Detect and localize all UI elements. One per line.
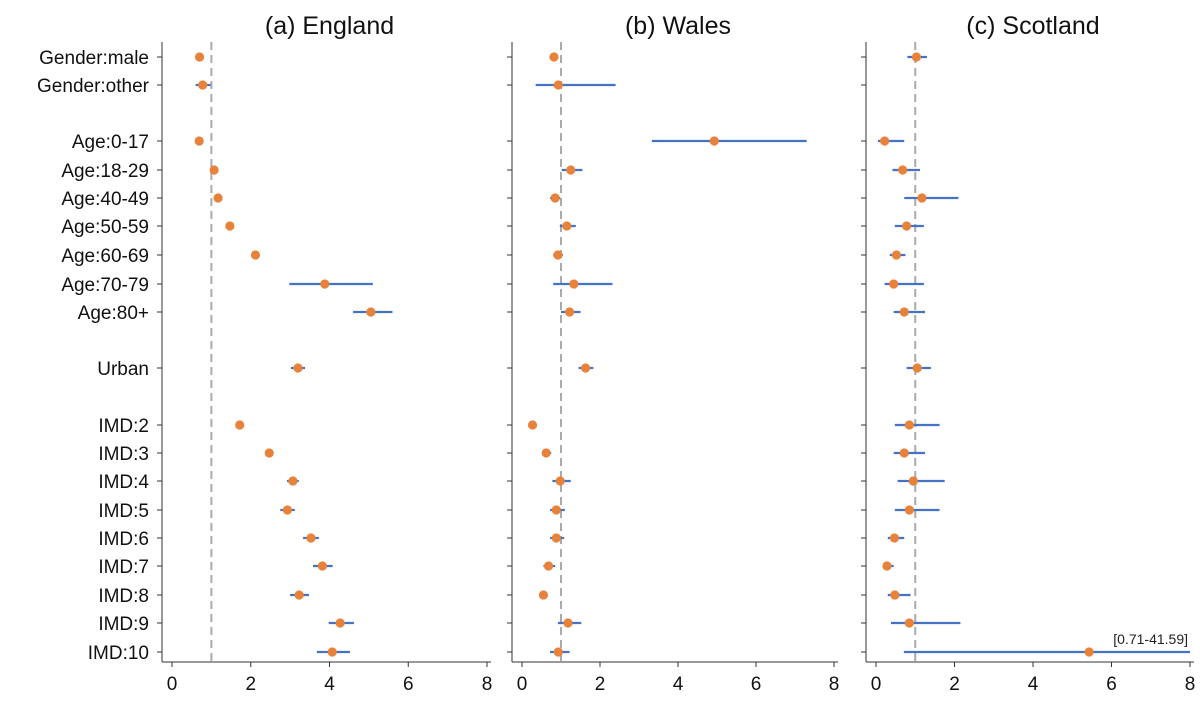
row-label: IMD:2 bbox=[98, 416, 149, 437]
estimate-point bbox=[225, 221, 235, 231]
row-label: Age:40-49 bbox=[61, 189, 149, 210]
estimate-point bbox=[282, 505, 292, 515]
row-label: IMD:3 bbox=[98, 444, 149, 465]
estimate-point bbox=[562, 221, 572, 231]
estimate-point bbox=[538, 590, 549, 600]
estimate-point bbox=[317, 561, 328, 571]
x-tick-label: 0 bbox=[871, 674, 882, 695]
estimate-point bbox=[194, 136, 204, 146]
estimate-point bbox=[563, 618, 573, 628]
row-label: IMD:4 bbox=[98, 472, 149, 493]
row-label: Age:60-69 bbox=[61, 246, 149, 267]
estimate-point bbox=[898, 165, 908, 175]
estimate-point bbox=[553, 80, 563, 90]
estimate-point bbox=[209, 165, 219, 175]
row-label: Age:70-79 bbox=[61, 275, 149, 296]
estimate-point bbox=[264, 448, 274, 458]
estimate-point bbox=[250, 250, 261, 260]
estimate-point bbox=[908, 476, 918, 486]
x-tick-label: 8 bbox=[482, 674, 493, 695]
estimate-point bbox=[551, 505, 561, 515]
row-label: Urban bbox=[97, 359, 149, 380]
estimate-point bbox=[912, 363, 922, 373]
estimate-point bbox=[543, 561, 554, 571]
row-label: Gender:other bbox=[37, 76, 150, 97]
row-label: IMD:7 bbox=[98, 557, 149, 578]
x-tick-label: 2 bbox=[949, 674, 960, 695]
x-tick-label: 6 bbox=[751, 674, 762, 695]
estimate-point bbox=[306, 533, 316, 543]
x-tick-label: 4 bbox=[673, 674, 684, 695]
estimate-point bbox=[366, 307, 376, 317]
estimate-point bbox=[549, 52, 559, 62]
estimate-point bbox=[288, 476, 298, 486]
estimate-point bbox=[553, 250, 563, 260]
estimate-point bbox=[551, 533, 561, 543]
estimate-point bbox=[541, 448, 551, 458]
row-label: Age:0-17 bbox=[72, 132, 149, 153]
estimate-point bbox=[580, 363, 591, 373]
estimate-point bbox=[902, 221, 912, 231]
estimate-point bbox=[904, 505, 914, 515]
interval-annotation: [0.71-41.59] bbox=[1113, 631, 1188, 647]
x-tick-label: 2 bbox=[245, 674, 256, 695]
estimate-point bbox=[891, 250, 902, 260]
estimate-point bbox=[904, 618, 914, 628]
row-label: IMD:10 bbox=[88, 643, 149, 664]
estimate-point bbox=[294, 590, 304, 600]
estimate-point bbox=[564, 307, 575, 317]
x-tick-label: 4 bbox=[324, 674, 335, 695]
row-label: Gender:male bbox=[39, 48, 149, 69]
x-tick-label: 8 bbox=[829, 674, 840, 695]
panel-title: (c) Scotland bbox=[966, 12, 1099, 40]
estimate-point bbox=[569, 279, 579, 289]
panel-title: (b) Wales bbox=[625, 12, 731, 40]
x-tick-label: 2 bbox=[595, 674, 606, 695]
estimate-point bbox=[566, 165, 576, 175]
estimate-point bbox=[527, 420, 538, 430]
estimate-point bbox=[320, 279, 330, 289]
x-tick-label: 0 bbox=[517, 674, 528, 695]
estimate-point bbox=[198, 80, 208, 90]
row-label: Age:80+ bbox=[78, 303, 149, 324]
estimate-point bbox=[550, 193, 560, 203]
row-label: Age:50-59 bbox=[61, 217, 149, 238]
estimate-point bbox=[555, 476, 565, 486]
estimate-point bbox=[335, 618, 345, 628]
row-label: Age:18-29 bbox=[61, 161, 149, 182]
panel-title: (a) England bbox=[265, 12, 394, 40]
row-label: IMD:9 bbox=[98, 614, 149, 635]
estimate-point bbox=[213, 193, 223, 203]
row-label: IMD:8 bbox=[98, 586, 149, 607]
row-label: IMD:5 bbox=[98, 501, 149, 522]
x-tick-label: 6 bbox=[403, 674, 414, 695]
x-tick-label: 4 bbox=[1028, 674, 1039, 695]
estimate-point bbox=[327, 647, 337, 657]
estimate-point bbox=[917, 193, 927, 203]
estimate-point bbox=[889, 533, 900, 543]
row-label: IMD:6 bbox=[98, 529, 149, 550]
estimate-point bbox=[890, 590, 900, 600]
estimate-point bbox=[194, 52, 205, 62]
estimate-point bbox=[553, 647, 563, 657]
x-tick-label: 0 bbox=[167, 674, 178, 695]
estimate-point bbox=[889, 279, 899, 289]
estimate-point bbox=[899, 307, 909, 317]
estimate-point bbox=[1084, 647, 1094, 657]
x-tick-label: 6 bbox=[1106, 674, 1117, 695]
x-tick-label: 8 bbox=[1185, 674, 1196, 695]
estimate-point bbox=[911, 52, 922, 62]
estimate-point bbox=[709, 136, 719, 146]
estimate-point bbox=[293, 363, 303, 373]
estimate-point bbox=[904, 420, 914, 430]
estimate-point bbox=[882, 561, 892, 571]
estimate-point bbox=[880, 136, 890, 146]
estimate-point bbox=[899, 448, 909, 458]
estimate-point bbox=[235, 420, 245, 430]
